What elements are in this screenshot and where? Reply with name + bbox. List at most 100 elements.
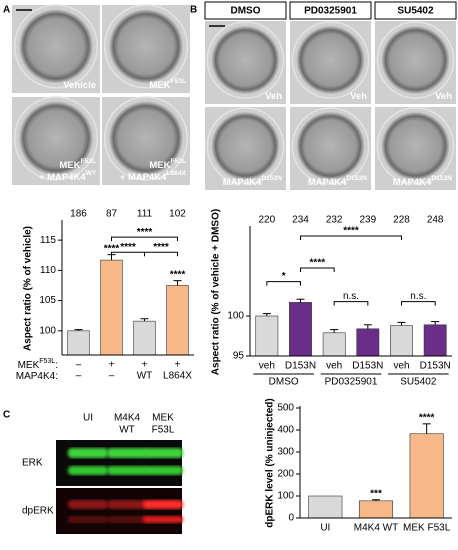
bracket [300, 267, 335, 272]
chorion [376, 107, 455, 185]
bracket-label: **** [137, 227, 153, 238]
band [143, 466, 183, 475]
text-segment: MEK [18, 360, 40, 371]
bracket [333, 301, 369, 306]
n-label: 220 [258, 215, 275, 226]
n-label: 239 [359, 215, 376, 226]
chorion [206, 107, 285, 185]
bracket [111, 236, 178, 242]
panel-label: A [3, 5, 10, 16]
embryo [211, 111, 280, 181]
bracket [266, 281, 301, 286]
blot-erk [56, 440, 182, 486]
x-tick-label: veh [393, 361, 409, 372]
band [68, 448, 108, 458]
column-header-box [204, 1, 287, 20]
y-tick-label: 95 [233, 351, 245, 362]
image-label: Veh [265, 91, 282, 102]
y-tick-label: 300 [277, 447, 294, 458]
image-label: MEKF53L [149, 78, 186, 90]
bar [289, 302, 312, 357]
lane-label: MEK [152, 413, 174, 424]
n-label: 228 [393, 215, 410, 226]
superscript: D153N [431, 175, 452, 182]
x-tick-label: – [109, 371, 115, 382]
bar [322, 332, 346, 357]
x-tick-label: WT [137, 371, 153, 382]
text-segment: Veh [350, 91, 367, 102]
x-tick-label: D153N [285, 361, 316, 372]
panel-label: C [3, 410, 10, 421]
image-label: Vehicle [63, 80, 96, 91]
embryo [381, 111, 450, 181]
row-label: dpERK [22, 506, 54, 517]
y-tick-label: 105 [39, 295, 56, 306]
chorion [291, 107, 370, 185]
image-label: + MAP4K4L864X [120, 170, 187, 182]
band [107, 448, 147, 458]
image-label: MEKF53L [59, 158, 96, 170]
bar [166, 285, 189, 356]
lane-label: F53L [152, 425, 175, 436]
bar [255, 315, 279, 357]
band [68, 516, 108, 523]
bar [390, 325, 413, 357]
bracket-label: * [282, 271, 286, 282]
x-tick-label: D153N [420, 361, 451, 372]
band [68, 500, 108, 509]
group-label: SU5402 [400, 377, 437, 388]
image-label: MAP4K4D153N [308, 175, 367, 187]
group-label: PD0325901 [325, 377, 378, 388]
y-axis-label: dpERK level (% uninjected) [265, 398, 276, 527]
image-label: Veh [435, 91, 452, 102]
text-segment: MAP4K4 [223, 177, 262, 188]
image-label: Veh [350, 91, 367, 102]
bracket [401, 301, 436, 306]
group-label: DMSO [269, 377, 299, 388]
text-segment: MEK [149, 160, 170, 171]
band [68, 466, 108, 475]
band [143, 500, 183, 509]
row-label: MEKF53L: [18, 358, 58, 370]
significance: *** [370, 488, 382, 499]
embryo [109, 101, 183, 176]
superscript: D153N [261, 175, 282, 182]
bar [133, 320, 156, 356]
superscript: F53L [81, 158, 97, 165]
lane-label: WT [119, 425, 135, 436]
text-segment: : [55, 360, 58, 371]
y-tick-label: 100 [277, 491, 294, 502]
superscript: F53L [171, 158, 187, 165]
x-tick-label: D153N [352, 361, 383, 372]
y-tick-label: 0 [288, 513, 294, 524]
column-header: SU5402 [397, 6, 434, 17]
image-label: + MAP4K4WT [39, 170, 96, 182]
x-tick-label: + [175, 360, 181, 371]
bar [423, 324, 447, 357]
column-header-box [289, 1, 372, 20]
band [143, 516, 183, 523]
band [107, 500, 147, 509]
column-header: DMSO [231, 6, 261, 17]
bar [409, 433, 444, 519]
bar [67, 330, 90, 356]
bracket-label: **** [153, 242, 169, 253]
superscript: D153N [346, 175, 367, 182]
text-segment: MEK [59, 160, 80, 171]
bracket-label: n.s. [410, 291, 426, 302]
text-segment: Veh [435, 91, 452, 102]
y-tick-label: 100 [227, 311, 244, 322]
column-header-box [374, 1, 457, 20]
lane-label: M4K4 [114, 413, 141, 424]
x-tick-label: MEK F53L [403, 523, 451, 534]
text-segment: Veh [265, 91, 282, 102]
embryo [109, 9, 183, 84]
n-label: 102 [169, 209, 186, 220]
bracket-label: **** [120, 242, 136, 253]
n-label: 111 [137, 209, 153, 220]
superscript: F53L [171, 78, 187, 85]
x-tick-label: UI [320, 523, 330, 534]
chorion [291, 21, 370, 99]
x-tick-label: veh [259, 361, 275, 372]
y-tick-label: 100 [39, 325, 56, 336]
